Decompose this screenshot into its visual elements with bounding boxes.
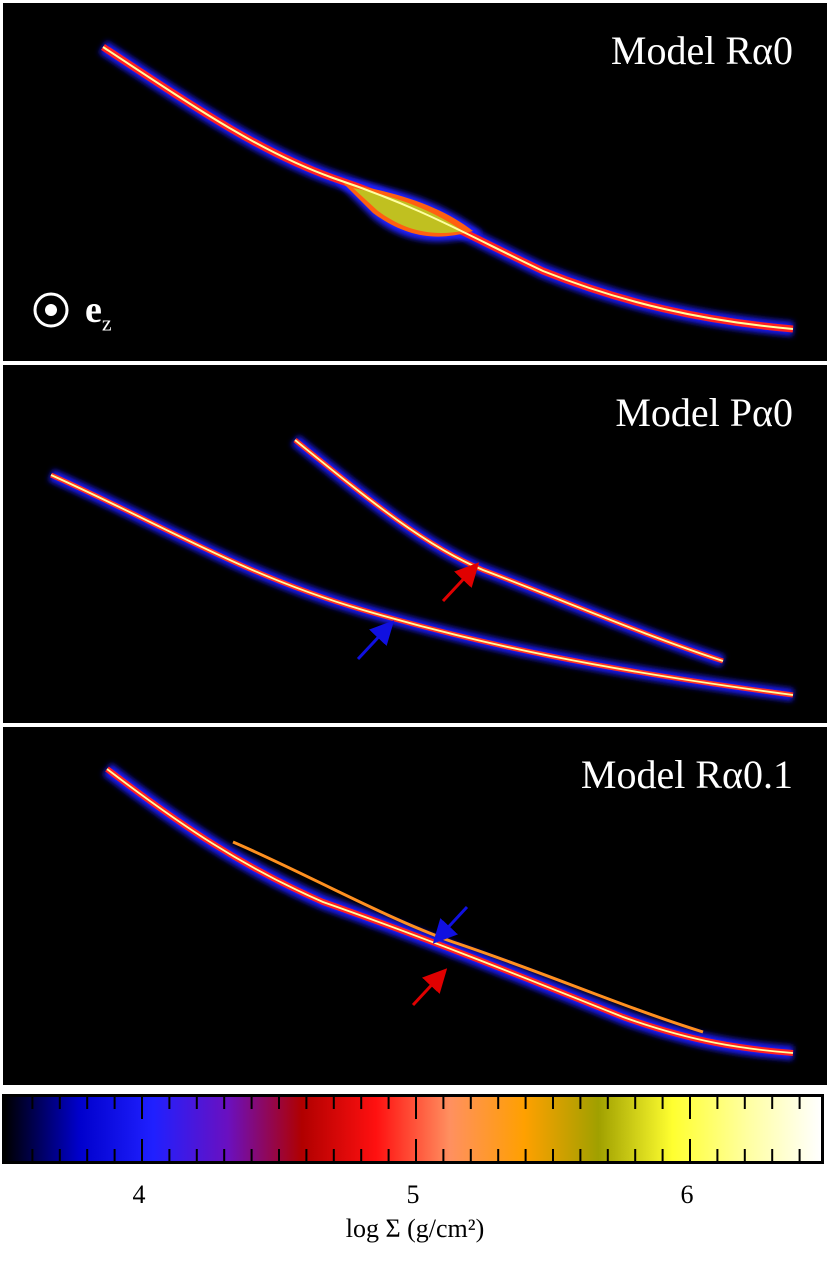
red-arrow-icon bbox=[441, 562, 480, 603]
axis-direction-label: ez bbox=[85, 289, 112, 336]
colorbar-ticks bbox=[31, 1097, 801, 1161]
panel-title: Model Rα0.1 bbox=[580, 752, 793, 797]
colorbar-tick-label: 4 bbox=[132, 1180, 146, 1209]
blue-arrow-icon bbox=[432, 905, 469, 944]
out-of-plane-icon bbox=[33, 292, 69, 328]
colorbar-tick-label: 6 bbox=[680, 1180, 694, 1209]
density-map-p-alpha0 bbox=[48, 435, 794, 701]
panel-title: Model Pα0 bbox=[615, 390, 793, 435]
panel-model-p-alpha0: Model Pα0 bbox=[3, 365, 827, 723]
density-map-r-alpha0 bbox=[33, 41, 794, 336]
density-map-r-alpha0-1 bbox=[102, 763, 794, 1060]
panel-title: Model Rα0 bbox=[610, 28, 793, 73]
red-arrow-icon bbox=[411, 968, 448, 1007]
panel-model-r-alpha0: Model Rα0 ez bbox=[3, 3, 827, 361]
panel-model-r-alpha0-1: Model Rα0.1 bbox=[3, 727, 827, 1085]
colorbar bbox=[2, 1094, 824, 1164]
blue-arrow-icon bbox=[356, 620, 395, 661]
colorbar-label: log Σ (g/cm²) bbox=[345, 1214, 485, 1243]
colorbar-tick-label: 5 bbox=[406, 1180, 420, 1209]
